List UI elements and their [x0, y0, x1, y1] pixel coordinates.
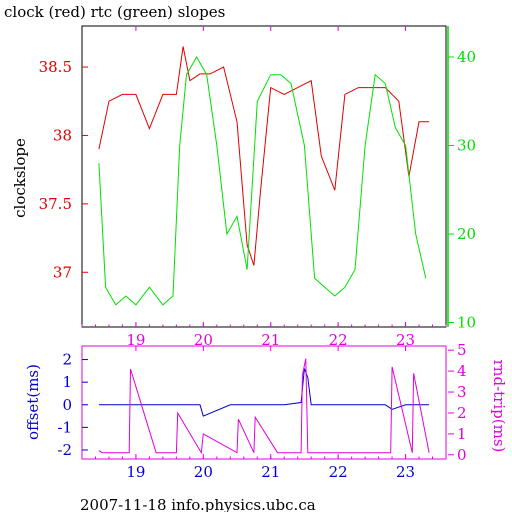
- y-tick-label: 38: [53, 126, 72, 144]
- y2-tick-label: 3: [457, 383, 467, 401]
- y-tick-label: -1: [57, 418, 72, 436]
- y-tick-label: 1: [62, 373, 72, 391]
- x-tick-label: 23: [396, 331, 415, 349]
- y-axis-label: clockslope: [11, 138, 29, 218]
- bottom-plot-frame: [81, 345, 447, 460]
- x-tick-label: 21: [261, 463, 280, 481]
- y2-tick-label: 30: [457, 137, 476, 155]
- y2-tick-label: 20: [457, 225, 476, 243]
- footer-text: 2007-11-18 info.physics.ubc.ca: [80, 496, 316, 512]
- y2-tick-label: 10: [457, 314, 476, 332]
- y2-tick-label: 1: [457, 425, 467, 443]
- y2-tick-label: 2: [457, 404, 467, 422]
- y2-tick-label: 4: [457, 362, 467, 380]
- x-tick-label: 20: [194, 463, 213, 481]
- y2-tick-label: 40: [457, 48, 476, 66]
- y-axis-label-offset: offset(ms): [24, 364, 42, 440]
- y2-tick-label: 5: [457, 341, 467, 359]
- y2-tick-label: 0: [457, 446, 467, 464]
- y-tick-label: 2: [62, 351, 72, 369]
- top-plot-frame: [81, 25, 447, 328]
- top-axes: 19 20 21 22 23 37 37.5 38 38.5 10 20 30 40: [39, 26, 476, 349]
- x-tick-label: 21: [261, 331, 280, 349]
- x-tick-label: 20: [194, 331, 213, 349]
- y-tick-label: 38.5: [39, 58, 72, 76]
- top-plot-area: [98, 46, 430, 306]
- x-tick-label: 23: [396, 463, 415, 481]
- series-line-rtc: [98, 55, 427, 306]
- series-line-roundtrip: [98, 358, 430, 455]
- series-line-offset: [98, 368, 430, 417]
- x-tick-label: 19: [126, 463, 145, 481]
- y-tick-label: 0: [62, 396, 72, 414]
- y-tick-label: 37: [53, 263, 72, 281]
- chart-title: clock (red) rtc (green) slopes: [4, 3, 225, 21]
- y-tick-label: -2: [57, 441, 72, 459]
- x-tick-label: 22: [329, 463, 348, 481]
- series-line-clock: [98, 46, 430, 266]
- y-tick-label: 37.5: [39, 195, 72, 213]
- x-tick-label: 19: [126, 331, 145, 349]
- x-tick-label: 22: [329, 331, 348, 349]
- bottom-plot-area: [98, 358, 430, 455]
- y2-axis-label-roundtrip: rnd-trip(ms): [490, 360, 508, 453]
